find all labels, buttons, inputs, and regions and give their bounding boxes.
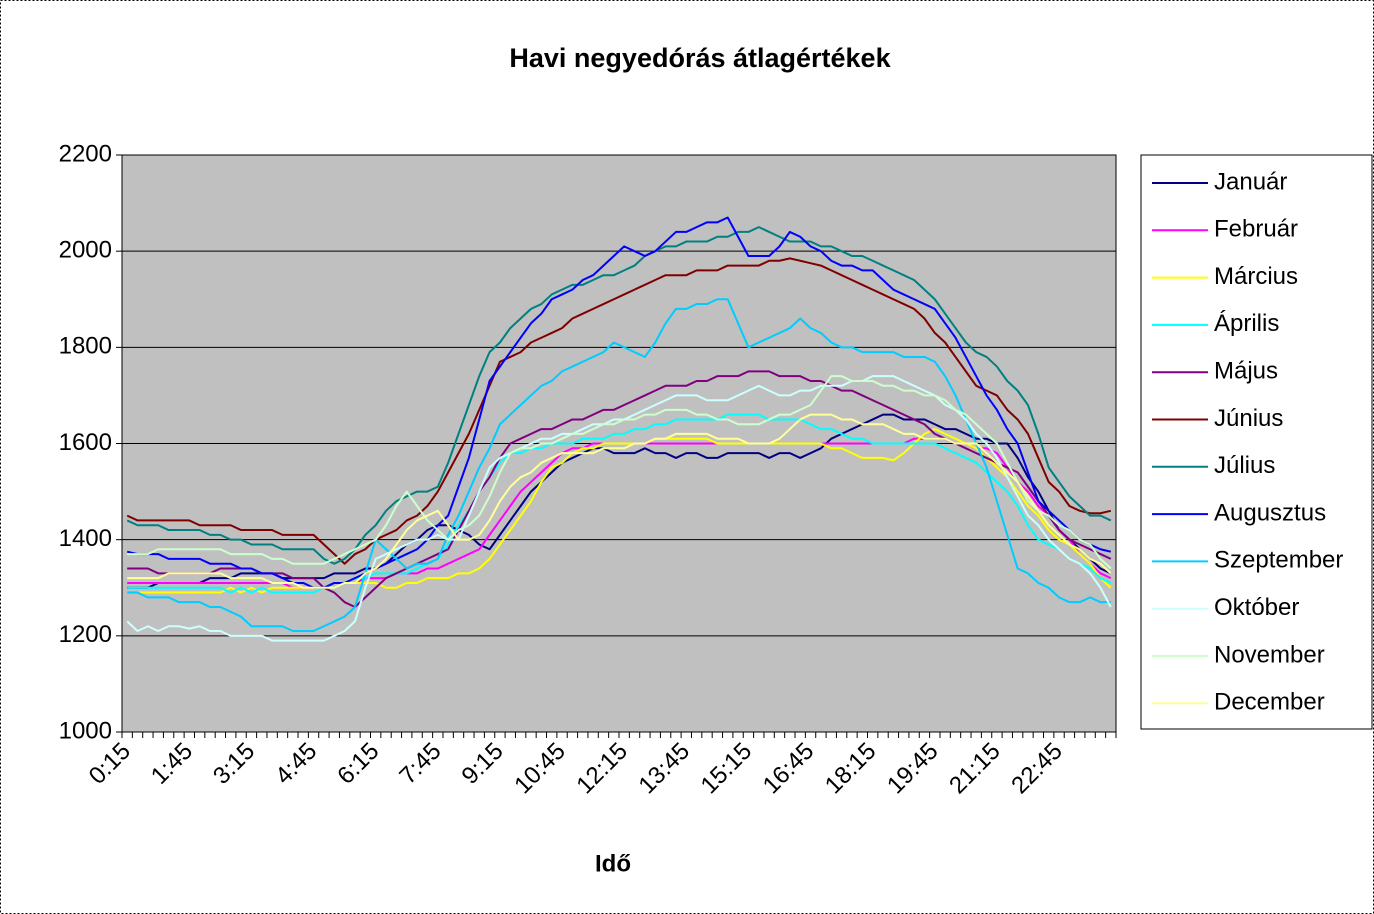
y-tick-label: 1200 (59, 621, 112, 648)
legend-label: Július (1214, 452, 1275, 479)
legend-label: Szeptember (1214, 547, 1343, 574)
series-line (127, 428, 1112, 594)
y-tick-label: 1800 (59, 333, 112, 360)
legend-label: Október (1214, 594, 1299, 621)
series-line (127, 413, 1112, 589)
chart-title: Havi negyedórás átlagértékek (509, 43, 891, 73)
legend-label: Március (1214, 263, 1298, 290)
y-tick-label: 1600 (59, 429, 112, 456)
series-line (127, 375, 1112, 570)
legend-label: Január (1214, 168, 1287, 195)
legend-label: Február (1214, 216, 1298, 243)
series-line (127, 298, 1111, 633)
x-axis-title: Idő (595, 850, 631, 877)
series-line (126, 226, 1112, 565)
series-line (127, 413, 1112, 594)
legend-box (1140, 154, 1373, 730)
legend-label: Augusztus (1214, 499, 1326, 526)
legend-label: Június (1214, 405, 1283, 432)
legend-label: Április (1214, 310, 1279, 337)
series-line (126, 375, 1112, 642)
y-tick-label: 2000 (59, 237, 112, 264)
y-tick-label: 1400 (59, 525, 112, 552)
legend-label: November (1214, 641, 1325, 668)
series-line (126, 257, 1112, 565)
y-tick-label: 2200 (59, 140, 112, 167)
y-tick-label: 1000 (59, 717, 112, 744)
legend-label: December (1214, 689, 1325, 716)
legend-label: Május (1214, 358, 1278, 385)
